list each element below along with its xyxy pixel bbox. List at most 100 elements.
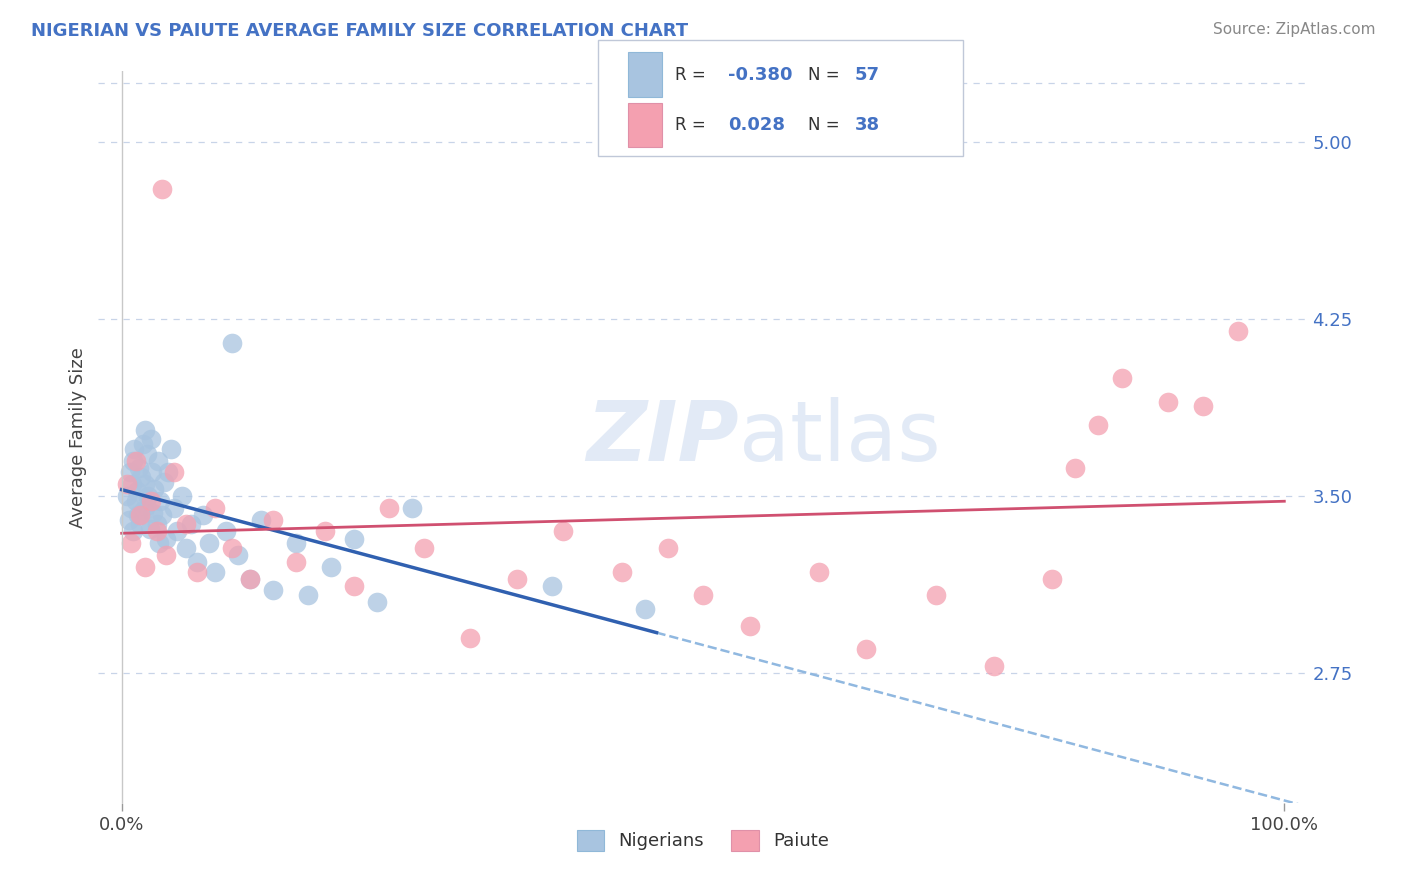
Point: [221, 541, 243, 555]
Point: [145, 524, 167, 539]
Point: [343, 579, 366, 593]
Point: [198, 536, 221, 550]
Point: [186, 555, 208, 569]
Point: [124, 453, 146, 467]
Point: [366, 595, 388, 609]
Text: R =: R =: [675, 116, 711, 134]
Point: [226, 548, 249, 562]
Point: [239, 572, 262, 586]
Point: [506, 572, 529, 586]
Point: [855, 642, 877, 657]
Point: [166, 524, 188, 539]
Point: [163, 500, 186, 515]
Point: [120, 536, 142, 550]
Point: [155, 532, 177, 546]
Point: [122, 453, 145, 467]
Text: Source: ZipAtlas.com: Source: ZipAtlas.com: [1212, 22, 1375, 37]
Point: [159, 442, 181, 456]
Point: [262, 583, 284, 598]
Point: [149, 493, 172, 508]
Point: [314, 524, 336, 539]
Point: [122, 524, 145, 539]
Point: [145, 517, 167, 532]
Point: [808, 565, 831, 579]
Point: [297, 588, 319, 602]
Point: [1087, 418, 1109, 433]
Text: NIGERIAN VS PAIUTE AVERAGE FAMILY SIZE CORRELATION CHART: NIGERIAN VS PAIUTE AVERAGE FAMILY SIZE C…: [31, 22, 688, 40]
Point: [1064, 460, 1087, 475]
Point: [239, 572, 262, 586]
Text: R =: R =: [675, 66, 711, 84]
Point: [138, 522, 160, 536]
Point: [401, 500, 423, 515]
Point: [135, 499, 157, 513]
Point: [136, 447, 159, 461]
Point: [131, 470, 153, 484]
Point: [148, 536, 170, 550]
Point: [413, 541, 436, 555]
Point: [152, 475, 174, 489]
Point: [143, 482, 166, 496]
Point: [150, 508, 173, 522]
Point: [139, 493, 162, 508]
Point: [124, 442, 146, 456]
Point: [120, 500, 142, 515]
Text: ZIP: ZIP: [586, 397, 740, 477]
Text: 38: 38: [855, 116, 880, 134]
Text: N =: N =: [808, 66, 845, 84]
Point: [138, 489, 160, 503]
Point: [215, 524, 238, 539]
Point: [150, 182, 173, 196]
Point: [634, 602, 657, 616]
Point: [157, 466, 180, 480]
Point: [983, 659, 1005, 673]
Point: [610, 565, 633, 579]
Point: [134, 423, 156, 437]
Point: [1040, 572, 1063, 586]
Point: [129, 517, 152, 532]
Point: [460, 631, 482, 645]
Point: [134, 559, 156, 574]
Text: 0.028: 0.028: [728, 116, 786, 134]
Point: [204, 565, 226, 579]
Point: [262, 513, 284, 527]
Point: [285, 536, 308, 550]
Point: [924, 588, 946, 602]
Text: 57: 57: [855, 66, 880, 84]
Text: -0.380: -0.380: [728, 66, 793, 84]
Point: [343, 532, 366, 546]
Point: [121, 477, 143, 491]
Point: [129, 508, 152, 522]
Point: [553, 524, 575, 539]
Point: [738, 619, 761, 633]
Point: [1192, 400, 1215, 414]
Point: [117, 489, 139, 503]
Point: [128, 460, 150, 475]
Point: [378, 500, 401, 515]
Point: [125, 484, 148, 499]
Point: [172, 489, 194, 503]
Point: [142, 506, 165, 520]
Point: [155, 548, 177, 562]
Point: [134, 477, 156, 491]
Point: [191, 508, 214, 522]
Point: [1157, 394, 1180, 409]
Point: [132, 503, 155, 517]
Point: [657, 541, 679, 555]
Point: [174, 517, 197, 532]
Point: [540, 579, 562, 593]
Point: [692, 588, 714, 602]
Point: [118, 513, 141, 527]
Point: [285, 555, 308, 569]
Point: [118, 466, 141, 480]
Point: [1226, 324, 1249, 338]
Point: [141, 466, 163, 480]
Legend: Nigerians, Paiute: Nigerians, Paiute: [568, 821, 838, 860]
Text: N =: N =: [808, 116, 845, 134]
Point: [1111, 371, 1133, 385]
Point: [163, 466, 186, 480]
Point: [319, 559, 342, 574]
Y-axis label: Average Family Size: Average Family Size: [69, 347, 87, 527]
Point: [180, 517, 202, 532]
Point: [127, 508, 149, 522]
